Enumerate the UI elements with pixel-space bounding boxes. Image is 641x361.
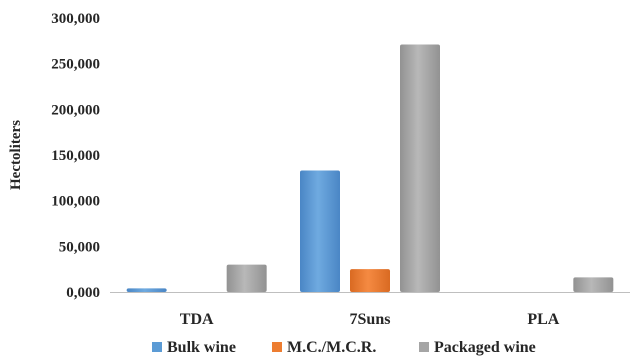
bar-bulk-wine-tda — [126, 288, 167, 292]
legend-label-m-c-m-c-r: M.C./M.C.R. — [287, 339, 376, 356]
bar-packaged-wine-pla — [573, 277, 614, 292]
legend-swatch-bulk-wine — [152, 342, 162, 352]
bar-packaged-wine-7suns — [400, 44, 440, 293]
y-tick-label: 200,000 — [51, 102, 100, 118]
y-axis-title: Hectoliters — [8, 120, 24, 190]
y-tick-label: 250,000 — [51, 57, 100, 73]
x-tick-label: TDA — [180, 311, 214, 328]
x-tick-label: PLA — [527, 311, 559, 328]
y-tick-label: 300,000 — [51, 11, 100, 27]
y-tick-label: 150,000 — [51, 148, 100, 164]
y-axis: 0,000 50,000 100,000 150,000 200,000 250,000 3… — [51, 11, 100, 301]
x-axis: TDA 7Suns PLA — [180, 311, 560, 328]
bar-m-c-m-c-r-7suns — [350, 269, 390, 292]
legend-label-packaged-wine: Packaged wine — [434, 339, 536, 356]
y-tick-label: 100,000 — [51, 194, 100, 210]
y-tick-label: 0,000 — [66, 285, 100, 301]
bars — [126, 44, 614, 293]
x-tick-label: 7Suns — [350, 311, 391, 328]
legend: Bulk wine M.C./M.C.R. Packaged wine — [152, 339, 536, 356]
legend-label-bulk-wine: Bulk wine — [167, 339, 236, 356]
legend-swatch-packaged-wine — [419, 342, 429, 352]
y-tick-label: 50,000 — [59, 239, 100, 255]
bar-packaged-wine-tda — [226, 264, 267, 292]
legend-swatch-m-c-m-c-r — [272, 342, 282, 352]
bar-bulk-wine-7suns — [300, 170, 340, 292]
